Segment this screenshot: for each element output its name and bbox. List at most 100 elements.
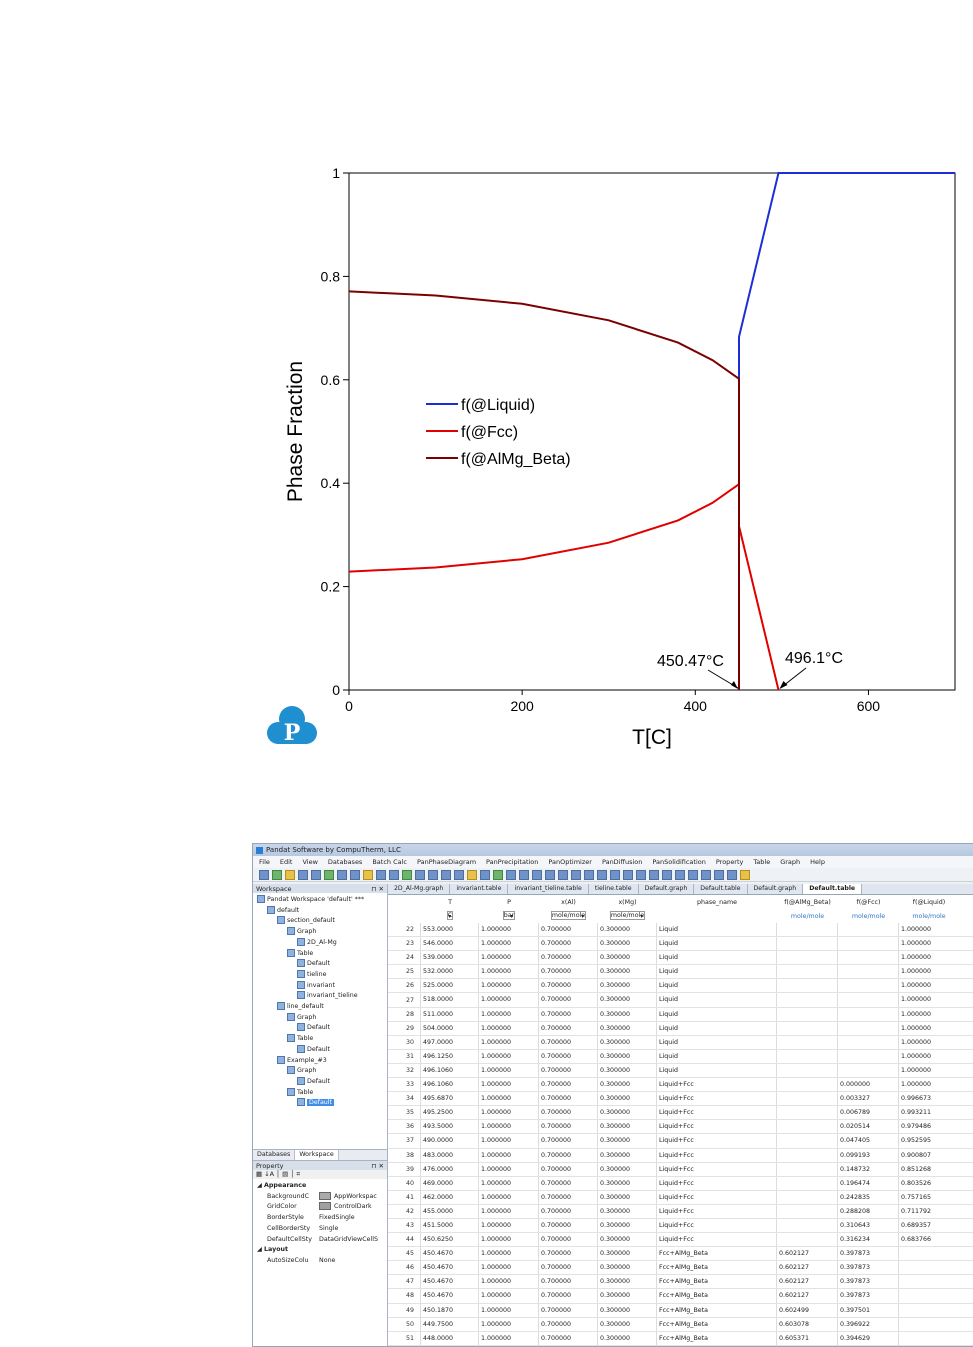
table-cell[interactable]: Liquid — [656, 1063, 776, 1078]
toolbar-button-icon[interactable] — [259, 869, 269, 880]
table-cell[interactable]: 0.700000 — [538, 1204, 597, 1218]
table-row[interactable]: 22 553.0000 1.000000 0.700000 0.300000 Liquid… — [388, 923, 973, 938]
table-cell[interactable]: 539.0000 — [420, 951, 478, 965]
table-row[interactable]: 44 450.6250 1.000000 0.700000 0.300000 Liquid… — [388, 1233, 973, 1248]
table-cell[interactable] — [776, 1120, 837, 1134]
table-cell[interactable] — [776, 1063, 837, 1078]
table-cell[interactable]: 0.996673 — [898, 1092, 958, 1106]
pin-close-icons[interactable]: ⊓ ✕ — [371, 884, 384, 893]
table-cell[interactable]: 0.300000 — [597, 1134, 656, 1148]
table-row[interactable]: 37 490.0000 1.000000 0.700000 0.300000 Liquid… — [388, 1134, 973, 1149]
table-cell[interactable]: 1.000000 — [898, 1021, 958, 1035]
table-cell[interactable] — [837, 965, 898, 979]
table-cell[interactable]: Fcc+AlMg_Beta — [656, 1303, 776, 1317]
table-cell[interactable]: 1.000000 — [898, 1078, 958, 1092]
table-cell[interactable]: 504.0000 — [420, 1021, 478, 1035]
table-cell[interactable]: 0.700000 — [538, 1049, 597, 1063]
table-cell[interactable]: 0.700000 — [538, 1317, 597, 1331]
tree-node[interactable]: Table — [257, 1087, 387, 1099]
table-cell[interactable]: 0.757165 — [898, 1190, 958, 1204]
table-cell[interactable] — [898, 1303, 958, 1317]
table-cell[interactable]: Fcc+AlMg_Beta — [656, 1261, 776, 1275]
table-cell[interactable]: 0.300000 — [597, 1247, 656, 1261]
table-cell[interactable] — [776, 1078, 837, 1092]
table-cell[interactable]: 0.300000 — [597, 1063, 656, 1078]
table-cell[interactable]: 0.300000 — [597, 937, 656, 951]
menu-item[interactable]: View — [302, 858, 318, 866]
table-cell[interactable] — [776, 979, 837, 993]
table-row[interactable]: 27 518.0000 1.000000 0.700000 0.300000 Liquid… — [388, 993, 973, 1008]
table-cell[interactable]: 1.000000 — [898, 965, 958, 979]
table-cell[interactable]: 1.000000 — [478, 1233, 538, 1247]
table-cell[interactable]: Liquid — [656, 979, 776, 993]
table-cell[interactable]: 0.300000 — [597, 1148, 656, 1162]
table-cell[interactable]: 0.605371 — [776, 1331, 837, 1345]
tree-node[interactable]: Default — [257, 1076, 387, 1088]
toolbar-button-icon[interactable] — [636, 869, 646, 880]
table-cell[interactable]: 450.4670 — [420, 1289, 478, 1303]
table-cell[interactable]: Liquid — [656, 965, 776, 979]
table-cell[interactable]: 1.000000 — [478, 1190, 538, 1204]
table-cell[interactable] — [837, 993, 898, 1007]
table-cell[interactable]: 0.397873 — [837, 1247, 898, 1261]
table-row[interactable]: 32 496.1060 1.000000 0.700000 0.300000 Liquid… — [388, 1063, 973, 1079]
menu-item[interactable]: Property — [715, 858, 744, 866]
table-cell[interactable]: 462.0000 — [420, 1190, 478, 1204]
table-cell[interactable]: Liquid — [656, 1021, 776, 1035]
column-header[interactable]: phase_name — [696, 898, 737, 906]
table-cell[interactable] — [776, 965, 837, 979]
column-header[interactable]: x(Al) — [561, 898, 576, 906]
table-cell[interactable]: 1.000000 — [898, 1035, 958, 1049]
toolbar-button-icon[interactable] — [558, 869, 568, 880]
toolbar-button-icon[interactable] — [454, 869, 464, 880]
menu-item[interactable]: Help — [810, 858, 825, 866]
table-cell[interactable]: 0.700000 — [538, 1289, 597, 1303]
table-cell[interactable]: 1.000000 — [478, 1148, 538, 1162]
table-cell[interactable] — [776, 993, 837, 1007]
table-row[interactable]: 41 462.0000 1.000000 0.700000 0.300000 Liquid… — [388, 1190, 973, 1205]
table-cell[interactable]: 0.952595 — [898, 1134, 958, 1148]
table-cell[interactable]: 0.300000 — [597, 965, 656, 979]
table-cell[interactable]: 0.047405 — [837, 1134, 898, 1148]
sort-icons[interactable]: ▦ ↓A │ ▤ │ ⌗ — [256, 1170, 300, 1178]
document-tab[interactable]: Default.table — [694, 884, 748, 894]
table-cell[interactable]: 0.700000 — [538, 1218, 597, 1233]
table-cell[interactable]: Liquid+Fcc — [656, 1218, 776, 1233]
toolbar-button-icon[interactable] — [688, 869, 698, 880]
table-cell[interactable]: 0.602127 — [776, 1247, 837, 1261]
table-cell[interactable]: 448.0000 — [420, 1331, 478, 1345]
table-cell[interactable] — [837, 1049, 898, 1063]
toolbar-button-icon[interactable] — [441, 869, 451, 880]
table-cell[interactable]: 495.6870 — [420, 1092, 478, 1106]
column-header[interactable]: x(Mg) — [618, 898, 637, 906]
toolbar-button-icon[interactable] — [584, 869, 594, 880]
table-row[interactable]: 51 448.0000 1.000000 0.700000 0.300000 Fcc+Al… — [388, 1331, 973, 1346]
toolbar-button-icon[interactable] — [649, 869, 659, 880]
table-cell[interactable]: 0.602127 — [776, 1289, 837, 1303]
tree-node[interactable]: line_default — [257, 1002, 387, 1013]
table-cell[interactable]: 1.000000 — [478, 1049, 538, 1063]
table-cell[interactable]: 1.000000 — [478, 965, 538, 979]
table-cell[interactable]: 0.300000 — [597, 1275, 656, 1289]
property-value[interactable]: AppWorkspac — [319, 1191, 377, 1203]
table-cell[interactable]: Liquid+Fcc — [656, 1162, 776, 1176]
table-cell[interactable] — [837, 979, 898, 993]
table-cell[interactable]: 1.000000 — [478, 1120, 538, 1134]
table-cell[interactable]: 0.700000 — [538, 1162, 597, 1176]
table-cell[interactable]: 1.000000 — [478, 1092, 538, 1106]
property-pin-close-icons[interactable]: ⊓ ✕ — [371, 1161, 384, 1170]
table-cell[interactable] — [898, 1261, 958, 1275]
document-tab[interactable]: invariant.table — [450, 884, 509, 894]
table-cell[interactable]: 0.700000 — [538, 1247, 597, 1261]
table-cell[interactable]: 1.000000 — [478, 1063, 538, 1078]
menu-item[interactable]: File — [259, 858, 270, 866]
table-cell[interactable] — [776, 1021, 837, 1035]
table-cell[interactable] — [776, 937, 837, 951]
table-cell[interactable]: 0.300000 — [597, 993, 656, 1007]
property-value[interactable]: ControlDark — [319, 1202, 372, 1213]
table-cell[interactable]: Fcc+AlMg_Beta — [656, 1331, 776, 1345]
table-cell[interactable]: 0.700000 — [538, 1331, 597, 1345]
column-header[interactable]: T — [448, 898, 452, 906]
table-row[interactable]: 50 449.7500 1.000000 0.700000 0.300000 Fcc+Al… — [388, 1317, 973, 1332]
document-tab[interactable]: Default.table — [803, 884, 863, 894]
